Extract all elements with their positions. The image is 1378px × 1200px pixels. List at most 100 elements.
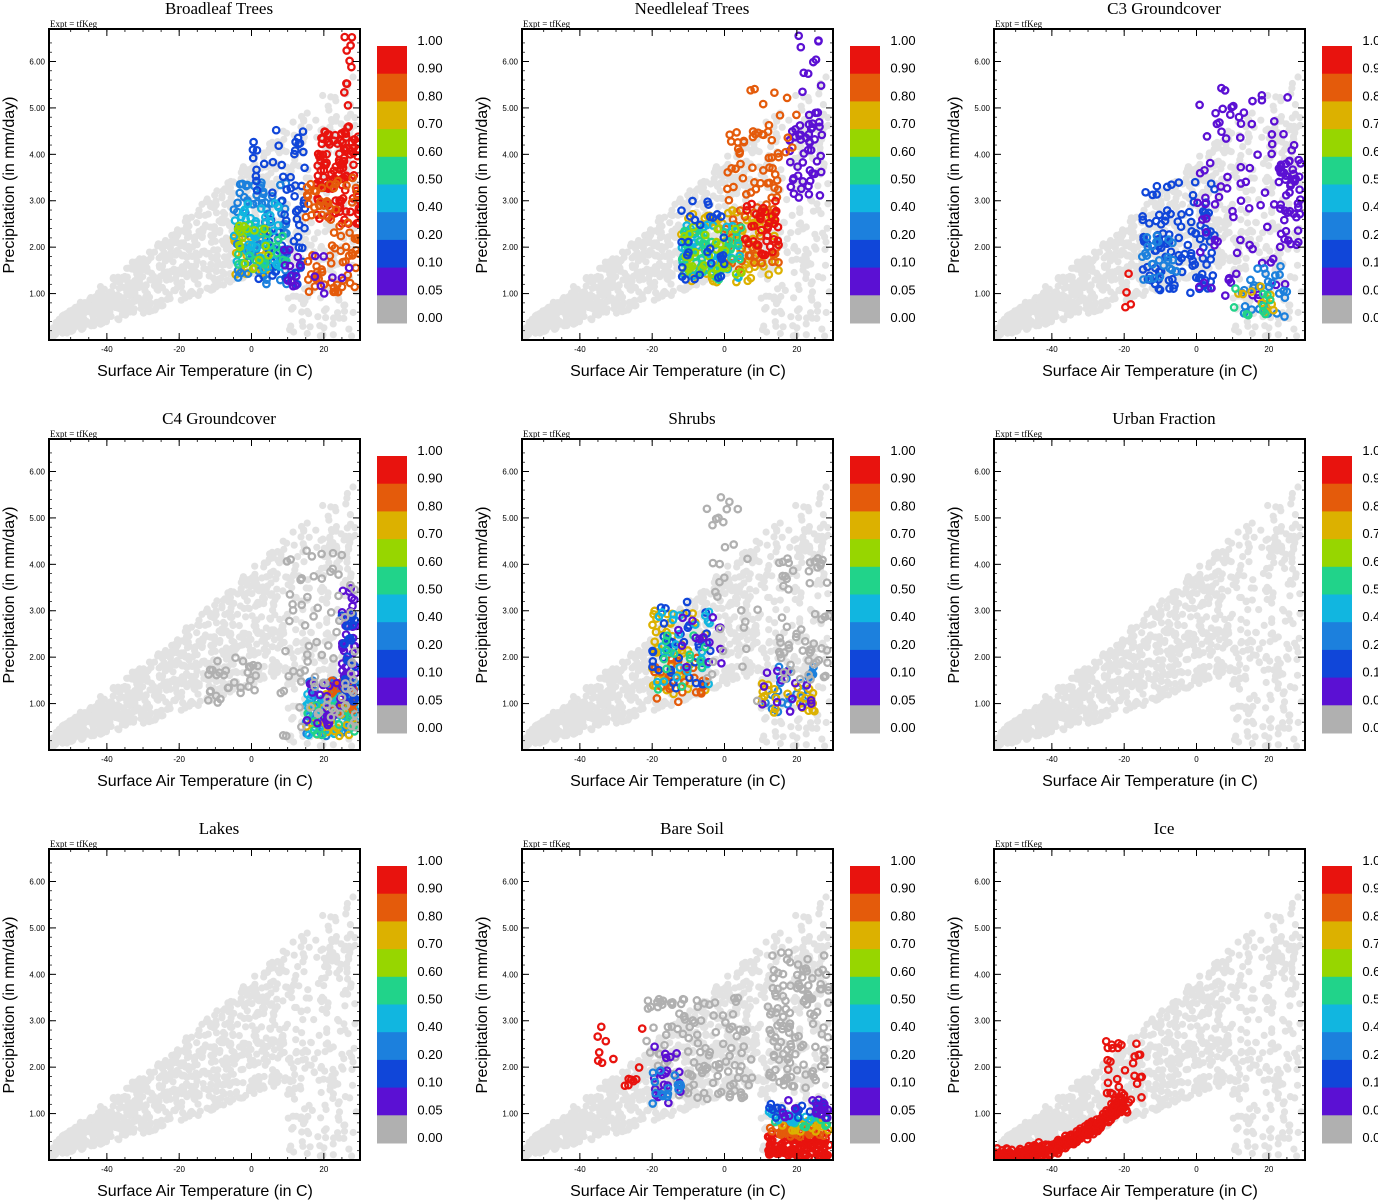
background-point bbox=[345, 325, 353, 333]
background-point bbox=[138, 282, 146, 290]
data-point bbox=[757, 258, 767, 268]
data-point bbox=[274, 141, 284, 151]
data-point bbox=[316, 281, 326, 291]
background-point bbox=[146, 299, 155, 307]
background-point bbox=[334, 309, 342, 317]
data-point bbox=[1207, 283, 1216, 293]
background-point bbox=[1090, 293, 1099, 301]
data-point bbox=[274, 202, 283, 212]
data-point bbox=[1152, 181, 1162, 191]
background-point bbox=[640, 237, 649, 245]
background-point bbox=[522, 333, 527, 340]
background-point bbox=[1212, 169, 1220, 177]
data-point bbox=[293, 232, 303, 242]
data-point bbox=[1246, 275, 1255, 285]
background-point bbox=[570, 310, 578, 318]
background-point bbox=[140, 255, 148, 263]
data-point bbox=[811, 55, 821, 65]
data-point bbox=[723, 184, 732, 194]
background-point bbox=[1146, 211, 1154, 219]
data-point bbox=[712, 210, 722, 219]
data-point bbox=[774, 240, 783, 250]
background-point bbox=[818, 325, 826, 333]
background-point bbox=[610, 305, 618, 313]
background-point bbox=[655, 223, 664, 231]
data-point bbox=[815, 122, 824, 132]
background-point bbox=[63, 329, 71, 337]
data-point bbox=[229, 231, 239, 241]
background-point bbox=[1127, 228, 1135, 237]
background-point bbox=[158, 262, 167, 270]
background-point bbox=[605, 258, 613, 266]
background-point bbox=[639, 244, 648, 252]
background-point bbox=[194, 280, 202, 288]
background-point bbox=[671, 233, 679, 242]
data-point bbox=[1270, 271, 1280, 280]
background-point bbox=[161, 237, 170, 245]
data-point bbox=[316, 166, 326, 175]
background-point bbox=[778, 123, 786, 131]
data-point bbox=[788, 175, 798, 185]
background-point bbox=[774, 285, 782, 293]
background-point bbox=[1213, 138, 1221, 146]
data-point bbox=[1285, 156, 1294, 166]
background-point bbox=[347, 110, 355, 118]
background-point bbox=[1248, 109, 1256, 117]
colorbar-swatch bbox=[850, 46, 880, 75]
data-point bbox=[1240, 301, 1250, 311]
background-point bbox=[585, 276, 593, 284]
background-point bbox=[1217, 165, 1225, 173]
background-point bbox=[650, 242, 658, 250]
background-point bbox=[182, 223, 191, 231]
background-point bbox=[611, 264, 619, 272]
background-point bbox=[167, 237, 176, 245]
background-point bbox=[109, 282, 117, 290]
data-point bbox=[248, 145, 258, 155]
background-point bbox=[771, 308, 779, 316]
data-point bbox=[341, 207, 351, 216]
data-point bbox=[1194, 282, 1204, 292]
background-point bbox=[209, 223, 217, 231]
data-point bbox=[1225, 110, 1235, 120]
colorbar-swatch bbox=[377, 212, 407, 241]
background-point bbox=[794, 228, 802, 236]
data-point bbox=[706, 258, 716, 268]
background-point bbox=[303, 109, 311, 117]
data-point bbox=[750, 262, 760, 272]
data-point bbox=[1122, 288, 1131, 297]
background-point bbox=[1216, 251, 1224, 259]
data-point bbox=[817, 130, 827, 140]
data-point bbox=[1265, 295, 1275, 305]
background-point bbox=[1024, 321, 1032, 329]
background-point bbox=[823, 224, 831, 232]
background-point bbox=[552, 321, 560, 329]
data-point bbox=[1191, 229, 1200, 238]
background-point bbox=[224, 253, 232, 261]
data-point bbox=[295, 261, 305, 270]
background-point bbox=[631, 302, 639, 310]
data-point bbox=[1155, 272, 1165, 281]
data-point bbox=[1248, 96, 1257, 106]
background-point bbox=[1076, 280, 1084, 288]
data-point bbox=[1264, 282, 1274, 292]
background-point bbox=[1285, 301, 1293, 309]
data-point bbox=[724, 195, 734, 205]
background-point bbox=[178, 270, 186, 278]
background-point bbox=[1233, 174, 1241, 182]
data-point bbox=[764, 270, 774, 279]
background-point bbox=[660, 213, 669, 221]
data-point bbox=[815, 191, 825, 200]
data-point bbox=[1283, 208, 1292, 218]
colorbar-label: 0.10 bbox=[417, 255, 442, 270]
data-point bbox=[785, 157, 795, 167]
background-point bbox=[1122, 242, 1130, 250]
data-point bbox=[1295, 185, 1304, 195]
data-point bbox=[304, 199, 313, 209]
background-point bbox=[153, 285, 161, 293]
data-point bbox=[268, 188, 277, 198]
background-point bbox=[1105, 268, 1113, 276]
background-point bbox=[757, 270, 765, 278]
data-point bbox=[342, 143, 351, 153]
background-point bbox=[1085, 255, 1093, 263]
